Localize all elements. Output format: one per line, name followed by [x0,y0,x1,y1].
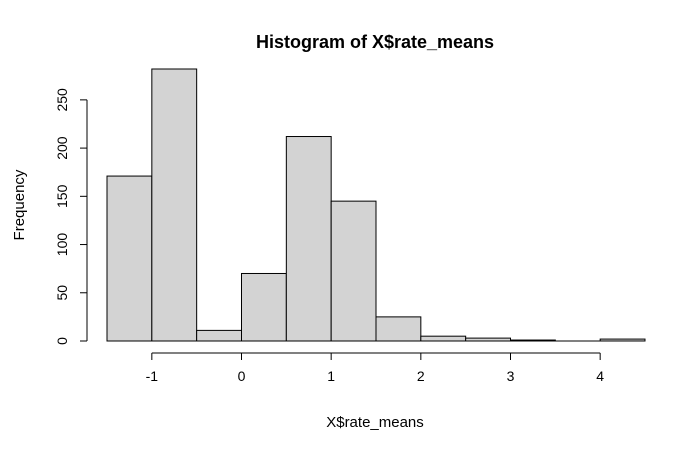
y-tick-label: 0 [54,337,70,345]
y-tick-label: 100 [54,233,70,257]
bars-group [106,68,646,342]
histogram-bar [196,329,243,342]
histogram-bar [599,338,646,342]
histogram-bar [375,316,422,342]
y-axis: 0 50 100 150 200 250 [54,88,88,345]
x-tick-label: 0 [238,368,246,384]
x-axis: -1 0 1 2 3 4 [146,352,604,384]
histogram-bar [151,68,198,342]
y-tick-label: 200 [54,136,70,160]
chart-title: Histogram of X$rate_means [256,32,494,52]
x-axis-label: X$rate_means [326,414,424,431]
histogram-bar [330,200,377,342]
x-tick-label: -1 [146,368,159,384]
y-tick-label: 250 [54,88,70,112]
histogram-bar [106,175,153,342]
histogram-bar [285,136,332,342]
x-tick-label: 3 [507,368,515,384]
x-tick-label: 2 [417,368,425,384]
histogram-bar [465,337,511,342]
x-tick-label: 4 [596,368,604,384]
x-tick-label: 1 [327,368,335,384]
histogram-bar [241,272,287,342]
y-tick-label: 150 [54,184,70,208]
histogram-bar [420,335,467,342]
y-tick-label: 50 [54,285,70,301]
histogram-bar [510,339,556,342]
y-axis-label: Frequency [11,169,28,240]
